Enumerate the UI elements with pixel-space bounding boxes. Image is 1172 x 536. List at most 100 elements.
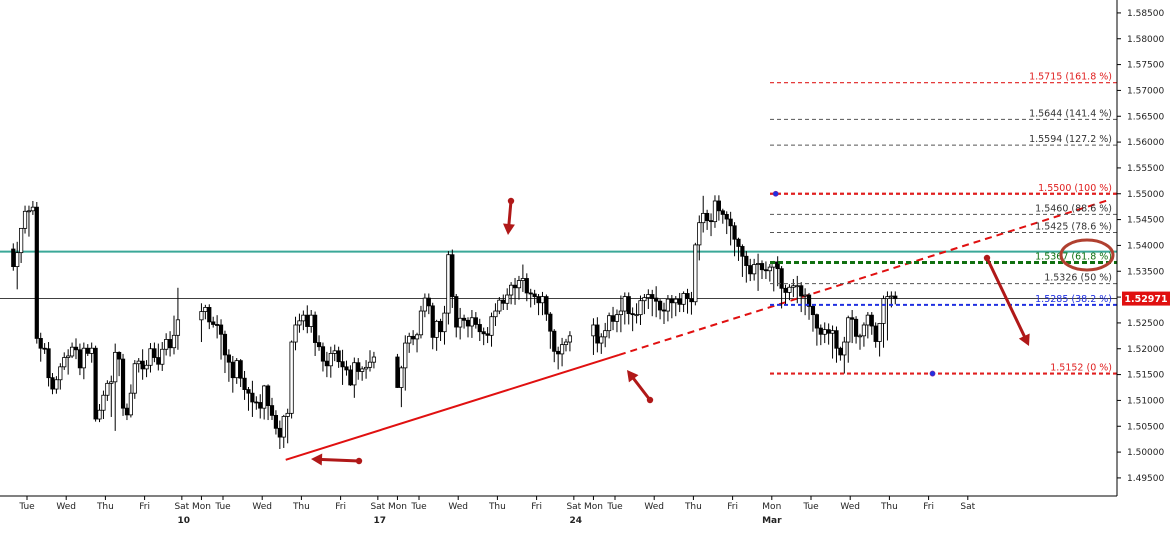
candle [85,344,90,356]
current-price-box [1122,291,1170,306]
candle [657,299,663,320]
candle [567,331,573,352]
candle-body [701,212,706,224]
candle [661,302,667,324]
candle [893,291,898,305]
candle [610,306,616,331]
x-tick-label: Thu [684,502,702,512]
y-tick-label: 1.51500 [1127,371,1164,381]
candle [418,305,424,339]
candle [316,335,322,351]
candle-body [548,313,553,332]
candle [634,303,639,324]
candle-body [101,394,106,411]
candle [846,315,851,363]
candle-body [528,292,533,295]
candle-body [720,210,725,215]
x-date-label: 17 [374,516,387,526]
candle [340,349,345,385]
candle [46,342,51,387]
x-tick-label: Thu [488,502,506,512]
x-tick-label: Wed [56,502,76,512]
candle-body [144,364,149,370]
fib-level-label: 1.5644 (141.4 %) [1029,108,1112,119]
candle [363,360,369,379]
candle [665,295,671,322]
candle [850,310,855,344]
candle-body [332,350,337,354]
candle-body [669,298,674,304]
candle [814,313,819,346]
candle [489,312,494,347]
candle-body [610,315,616,322]
candle-body [171,334,177,349]
candle [512,277,518,305]
candle-body [242,377,247,390]
candle [775,256,780,287]
horizontal-lines [0,250,1117,300]
candle [708,213,714,237]
candle [242,370,247,400]
arrow-head [1018,333,1030,346]
candle-body [818,327,823,335]
candle [759,260,765,279]
arrow-target-annotation [983,254,1030,346]
candle [501,294,506,310]
arrow-shaft [507,199,513,226]
arrow-head [502,223,515,235]
arrow-upleft-annotation [627,370,654,404]
candle-body [403,342,408,369]
candle [465,317,471,338]
candle-body [446,254,451,314]
candle [38,332,43,362]
candle-body [234,360,239,379]
candle [434,319,439,351]
x-tick-label: Thu [880,502,898,512]
candle-body [755,263,761,265]
candle [865,312,870,339]
x-tick-label: Sat [960,502,975,512]
x-tick-label: Thu [96,502,114,512]
arrow-tail [983,254,991,262]
candle [144,360,149,378]
candle-body [740,246,745,257]
candle-body [328,352,333,367]
candle [136,358,141,373]
y-tick-label: 1.55500 [1127,164,1164,174]
fib-level-label: 1.5152 (0 %) [1050,363,1112,374]
y-tick-label: 1.52000 [1127,345,1164,355]
candle [446,251,451,325]
candle [62,352,67,370]
candle-body [434,320,439,338]
fib-level-label: 1.5460 (88.6 %) [1035,203,1112,214]
candle [716,195,721,221]
candle [19,227,24,263]
candle-body [826,329,831,334]
candle-body [128,392,133,416]
candle-body [791,285,796,288]
candle-body [857,335,863,338]
candle-body [622,296,627,312]
candle [285,408,290,444]
candle-body [316,342,322,348]
y-tick-label: 1.55000 [1127,190,1164,200]
x-date-label: 24 [570,516,583,526]
candle-body [42,347,47,350]
x-tick-label: Sat [174,502,189,512]
candle-body [803,294,808,297]
candle-body [697,222,702,246]
fib-anchor-point [929,370,936,377]
candle-body [603,330,608,338]
x-tick-label: Tue [606,502,623,512]
candle [705,209,710,230]
y-tick-label: 1.57500 [1127,61,1164,71]
candle [11,243,16,271]
candle-body [250,392,255,403]
candle-body [411,335,416,340]
candle [109,375,114,417]
candle-body [164,339,169,350]
candle [132,360,137,399]
candle [42,343,47,354]
candle-body [540,296,545,304]
candle-body [732,225,737,240]
